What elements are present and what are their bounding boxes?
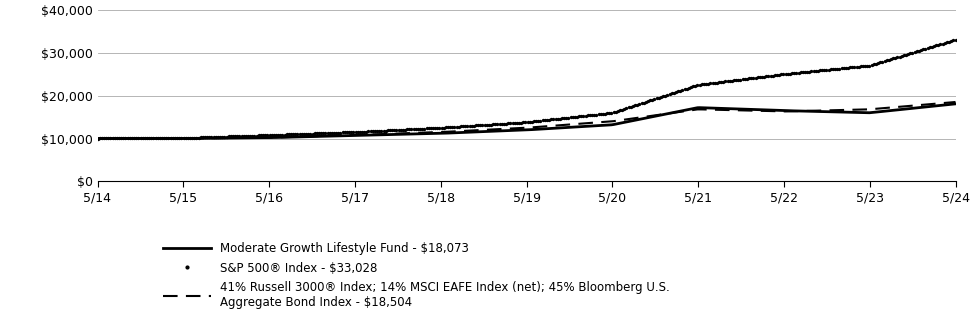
Legend: Moderate Growth Lifestyle Fund - $18,073, S&P 500® Index - $33,028, 41% Russell : Moderate Growth Lifestyle Fund - $18,073… <box>164 242 670 309</box>
